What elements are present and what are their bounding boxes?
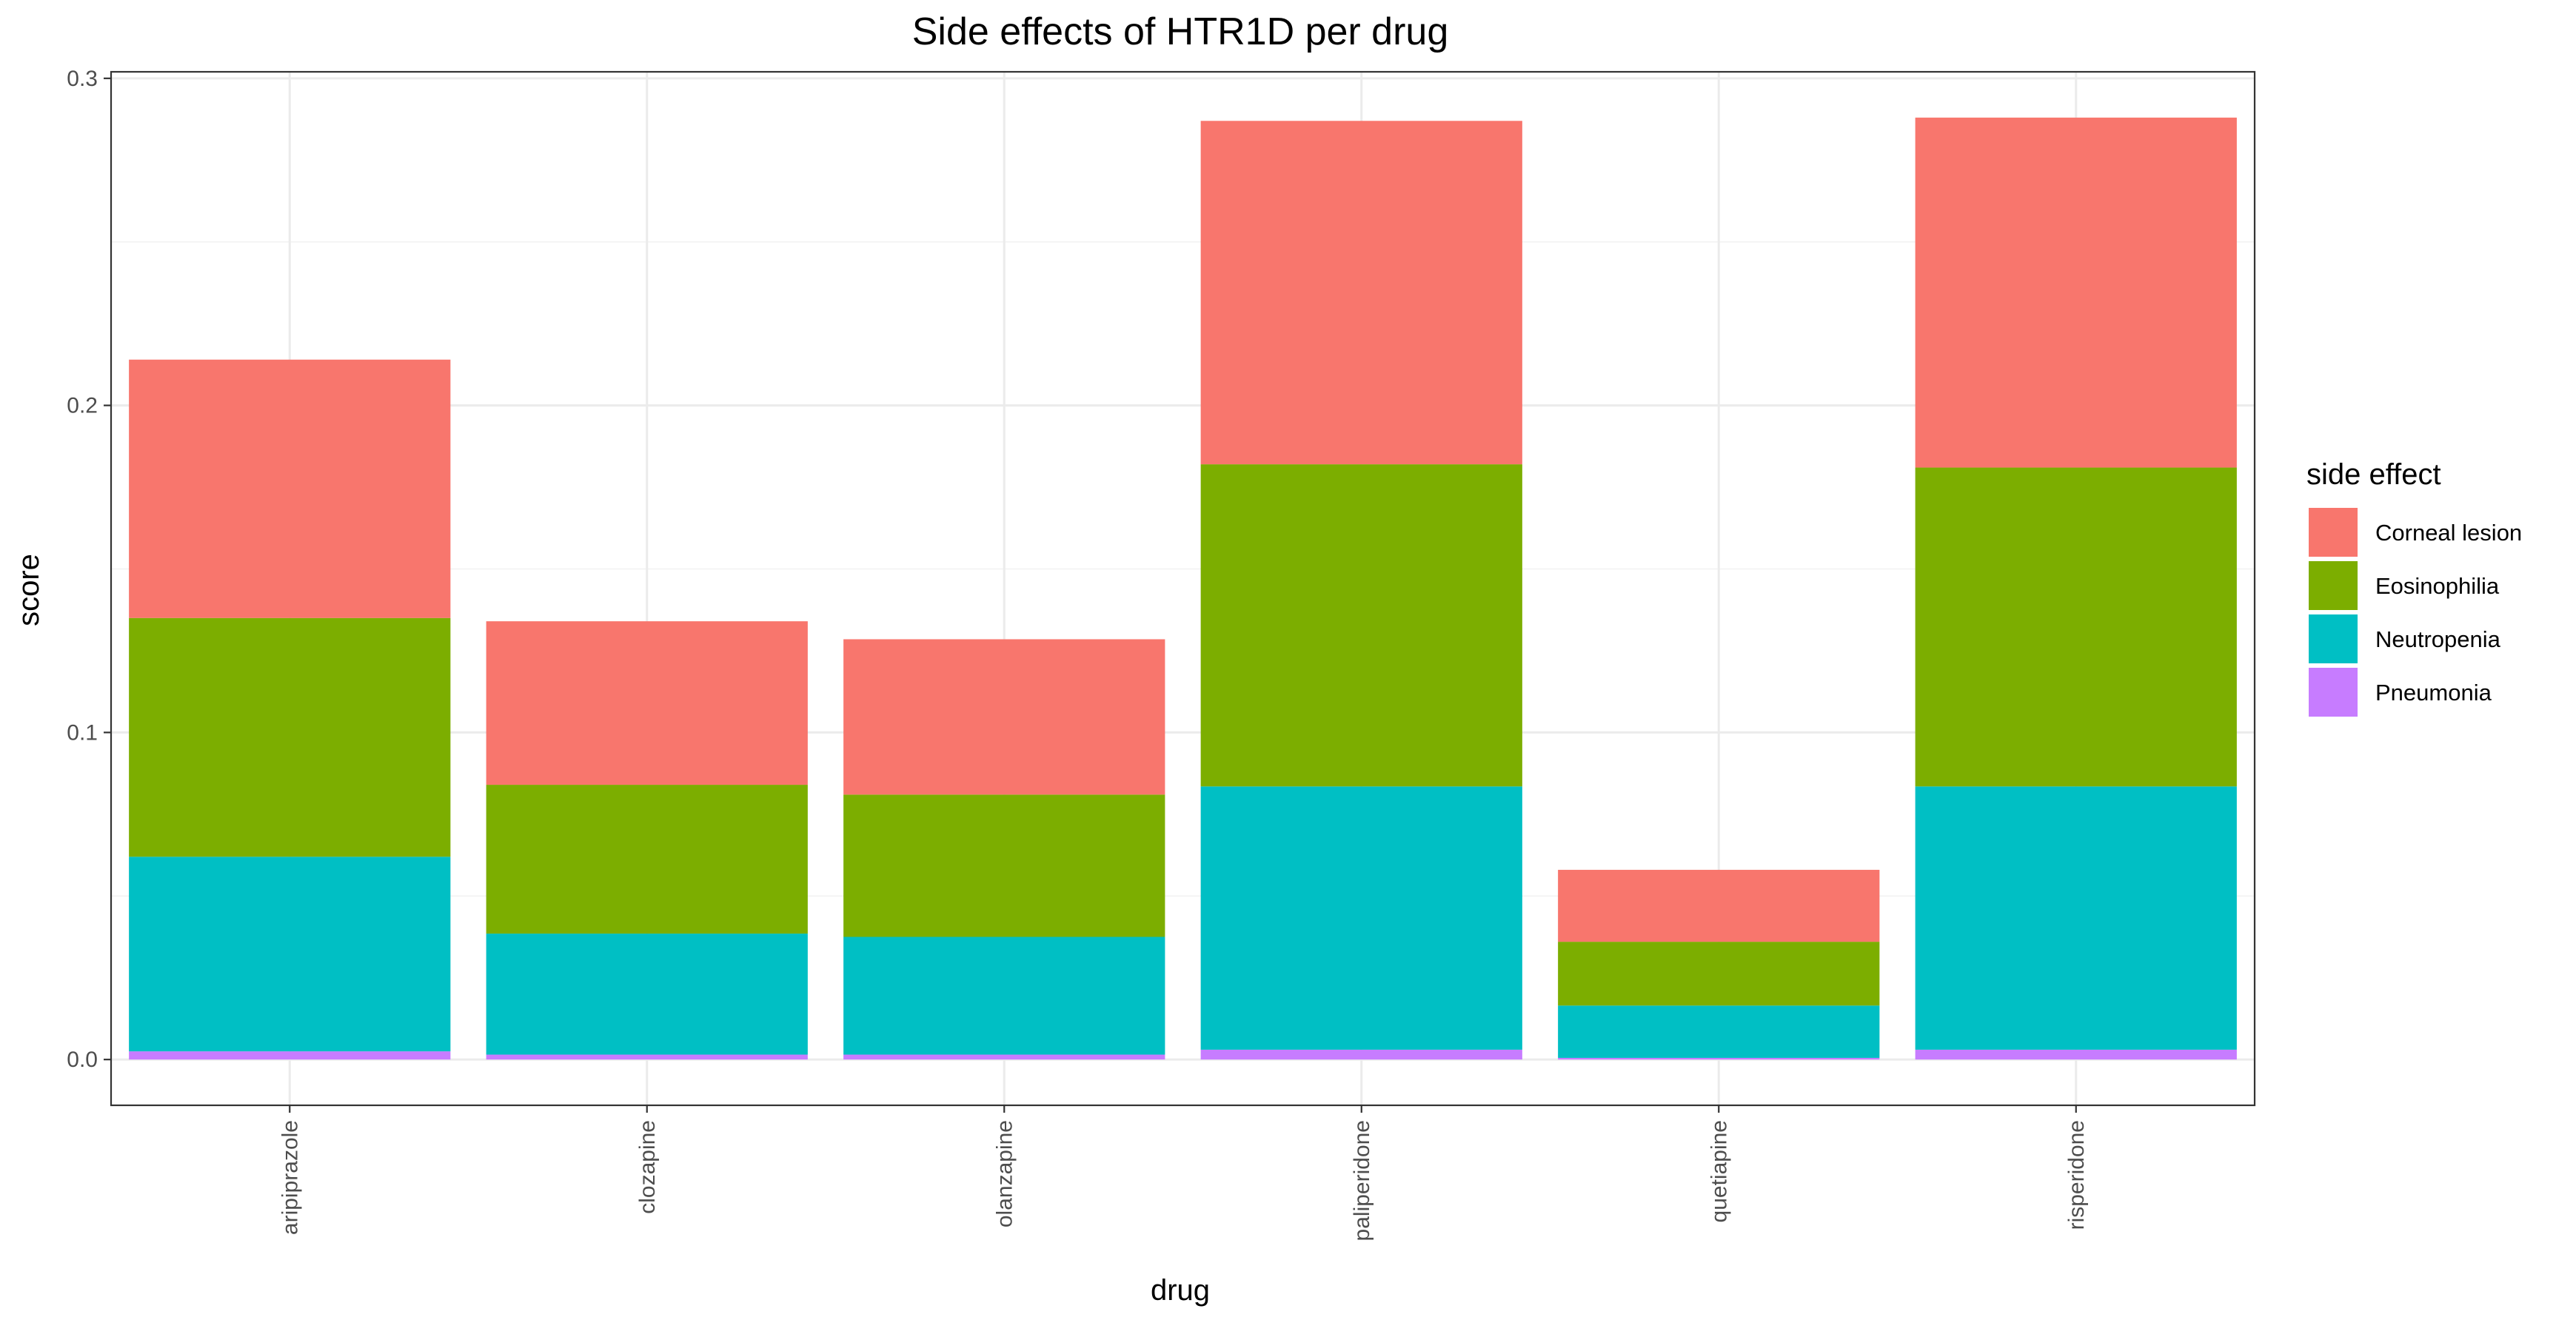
bar-risperidone-eosinophilia: [1915, 467, 2237, 787]
bar-risperidone-neutropenia: [1915, 786, 2237, 1050]
bar-quetiapine-pneumonia: [1558, 1057, 1880, 1060]
bar-paliperidone-pneumonia: [1200, 1049, 1522, 1060]
bar-olanzapine-pneumonia: [843, 1054, 1165, 1060]
chart-title: Side effects of HTR1D per drug: [912, 10, 1449, 53]
legend-key: [2309, 668, 2358, 717]
legend-label: Pneumonia: [2375, 680, 2492, 706]
legend-key: [2309, 508, 2358, 557]
y-tick-label: 0.2: [67, 394, 98, 418]
x-tick-label: quetiapine: [1707, 1120, 1731, 1222]
bar-aripiprazole-corneal-lesion: [129, 359, 451, 618]
bar-olanzapine-neutropenia: [843, 937, 1165, 1055]
bar-risperidone-corneal-lesion: [1915, 117, 2237, 468]
bar-clozapine-neutropenia: [486, 934, 808, 1055]
bar-quetiapine-eosinophilia: [1558, 942, 1880, 1006]
x-tick-label: clozapine: [635, 1120, 660, 1214]
y-tick-label: 0.1: [67, 720, 98, 745]
bars: [129, 117, 2237, 1060]
legend-title: side effect: [2306, 458, 2441, 491]
legend-key: [2309, 614, 2358, 663]
panel-border: [110, 70, 2256, 1107]
x-tick-label: aripiprazole: [278, 1120, 302, 1235]
x-axis-title: drug: [1151, 1274, 1210, 1307]
x-axis: aripiprazole clozapine olanzapine paliperid…: [278, 1105, 2089, 1241]
bar-paliperidone-neutropenia: [1200, 786, 1522, 1050]
legend-label: Eosinophilia: [2375, 573, 2500, 599]
bar-olanzapine-corneal-lesion: [843, 639, 1165, 795]
bar-quetiapine-neutropenia: [1558, 1005, 1880, 1058]
bar-clozapine-corneal-lesion: [486, 621, 808, 785]
bar-aripiprazole-eosinophilia: [129, 617, 451, 857]
legend-label: Corneal lesion: [2375, 520, 2522, 546]
bar-clozapine-eosinophilia: [486, 785, 808, 934]
y-axis-title: score: [13, 554, 45, 626]
bar-paliperidone-eosinophilia: [1200, 464, 1522, 787]
bar-aripiprazole-pneumonia: [129, 1051, 451, 1060]
bar-clozapine-pneumonia: [486, 1054, 808, 1060]
y-tick-label: 0.0: [67, 1048, 98, 1072]
bar-risperidone-pneumonia: [1915, 1049, 2237, 1060]
bar-paliperidone-corneal-lesion: [1200, 121, 1522, 465]
y-axis: 0.0 0.1 0.2 0.3: [67, 67, 111, 1072]
y-tick-label: 0.3: [67, 67, 98, 91]
bar-quetiapine-corneal-lesion: [1558, 869, 1880, 942]
x-tick-label: risperidone: [2064, 1120, 2089, 1230]
bar-olanzapine-eosinophilia: [843, 794, 1165, 937]
x-tick-label: paliperidone: [1350, 1120, 1374, 1241]
legend-key: [2309, 561, 2358, 610]
legend-items: Corneal lesion Eosinophilia Neutropenia Pne…: [2309, 508, 2522, 717]
legend: side effect Corneal lesion Eosinophilia Ne…: [2306, 458, 2522, 717]
legend-label: Neutropenia: [2375, 626, 2501, 652]
bar-aripiprazole-neutropenia: [129, 857, 451, 1052]
x-tick-label: olanzapine: [992, 1120, 1017, 1227]
